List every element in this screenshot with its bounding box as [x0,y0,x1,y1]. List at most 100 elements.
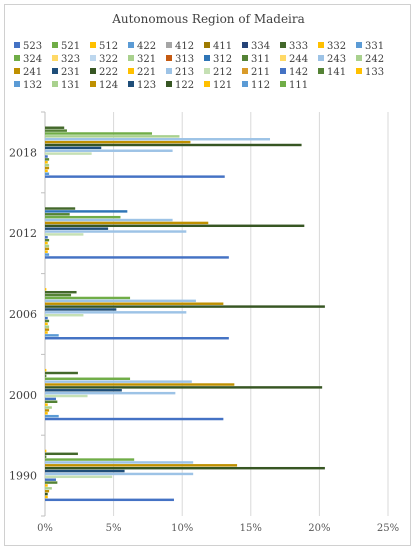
bar [45,132,153,135]
category-label: 1990 [9,470,37,483]
bar [45,152,92,155]
bar [45,172,50,175]
bar [45,464,238,467]
legend-item: 324 [14,53,52,66]
bar [45,224,305,228]
legend-label: 334 [251,41,271,52]
legend-swatch [280,68,286,74]
bar [45,458,135,461]
bar [45,221,209,225]
x-tick-label: 25% [377,523,399,534]
bar [45,391,176,395]
legend-item: 221 [128,66,166,79]
chart-title: Autonomous Region of Madeira [112,12,305,26]
category-label: 2012 [9,227,37,240]
bar [45,452,78,456]
bar [45,163,50,167]
bar [45,331,48,334]
bar [45,371,78,375]
legend-label: 333 [289,41,309,52]
legend-label: 241 [23,67,43,78]
legend-label: 122 [175,80,195,91]
bar [45,487,52,490]
legend-row: 324 323 322 321 313 312 311 244 243 242 [14,53,406,66]
x-tick-label: 20% [308,523,330,534]
bar [45,293,72,297]
chart-frame [4,4,411,546]
legend-item: 321 [128,53,166,66]
legend-label: 411 [213,41,233,52]
legend-row: 523 521 512 422 412 411 334 333 332 331 [14,40,406,53]
legend-swatch [166,81,172,87]
bar [45,138,271,141]
bar [45,472,194,476]
bar [45,478,56,481]
legend-item: 312 [204,53,242,66]
legend-swatch [356,55,362,61]
legend-swatch [280,42,286,48]
bar [45,414,59,418]
legend-label: 213 [175,67,195,78]
bar [45,247,50,251]
legend-label: 312 [213,54,233,65]
legend-item: 213 [166,66,204,79]
bar [45,374,47,378]
legend-label: 124 [99,80,119,91]
legend-swatch [242,42,248,48]
bar [45,218,173,222]
legend-swatch [280,81,286,87]
bar [45,481,58,484]
bar [45,316,48,320]
legend-item: 521 [52,40,90,53]
legend-item: 112 [242,79,280,92]
bar [45,129,67,132]
legend-item: 523 [14,40,52,53]
bar [45,288,47,291]
legend-swatch [356,68,362,74]
legend-item: 311 [242,53,280,66]
bar [45,169,48,173]
bar [45,492,48,496]
legend-swatch [128,42,134,48]
bar [45,449,47,453]
legend-label: 422 [137,41,157,52]
bar [45,495,48,499]
legend-label: 212 [213,67,233,78]
legend-item: 333 [280,40,318,53]
bar [45,325,50,328]
bar [45,305,325,308]
legend-label: 133 [365,67,385,78]
legend-item: 124 [90,79,128,92]
legend-swatch [52,55,58,61]
legend-item: 512 [90,40,128,53]
bar [45,328,50,331]
bar [45,461,194,464]
category-label: 2006 [9,308,37,321]
bar [45,308,117,311]
legend-label: 324 [23,54,43,65]
legend-label: 313 [175,54,195,65]
bar [45,155,48,158]
legend-swatch [204,42,210,48]
bar [45,400,58,403]
bar [45,380,192,383]
legend-swatch [52,81,58,87]
legend-label: 142 [289,67,309,78]
category-label: 2000 [9,389,37,402]
legend-swatch [204,55,210,61]
bar [45,484,48,487]
legend-swatch [128,81,134,87]
x-tick-label: 0% [37,523,53,534]
bar [45,213,70,216]
bar [45,158,50,161]
legend-swatch [318,42,324,48]
legend-item: 132 [14,79,52,92]
legend-label: 242 [365,54,385,65]
category-label: 2018 [9,146,37,159]
legend-label: 231 [61,67,81,78]
legend-item: 331 [356,40,394,53]
legend-swatch [204,68,210,74]
legend-label: 121 [213,80,233,91]
legend-label: 141 [327,67,347,78]
